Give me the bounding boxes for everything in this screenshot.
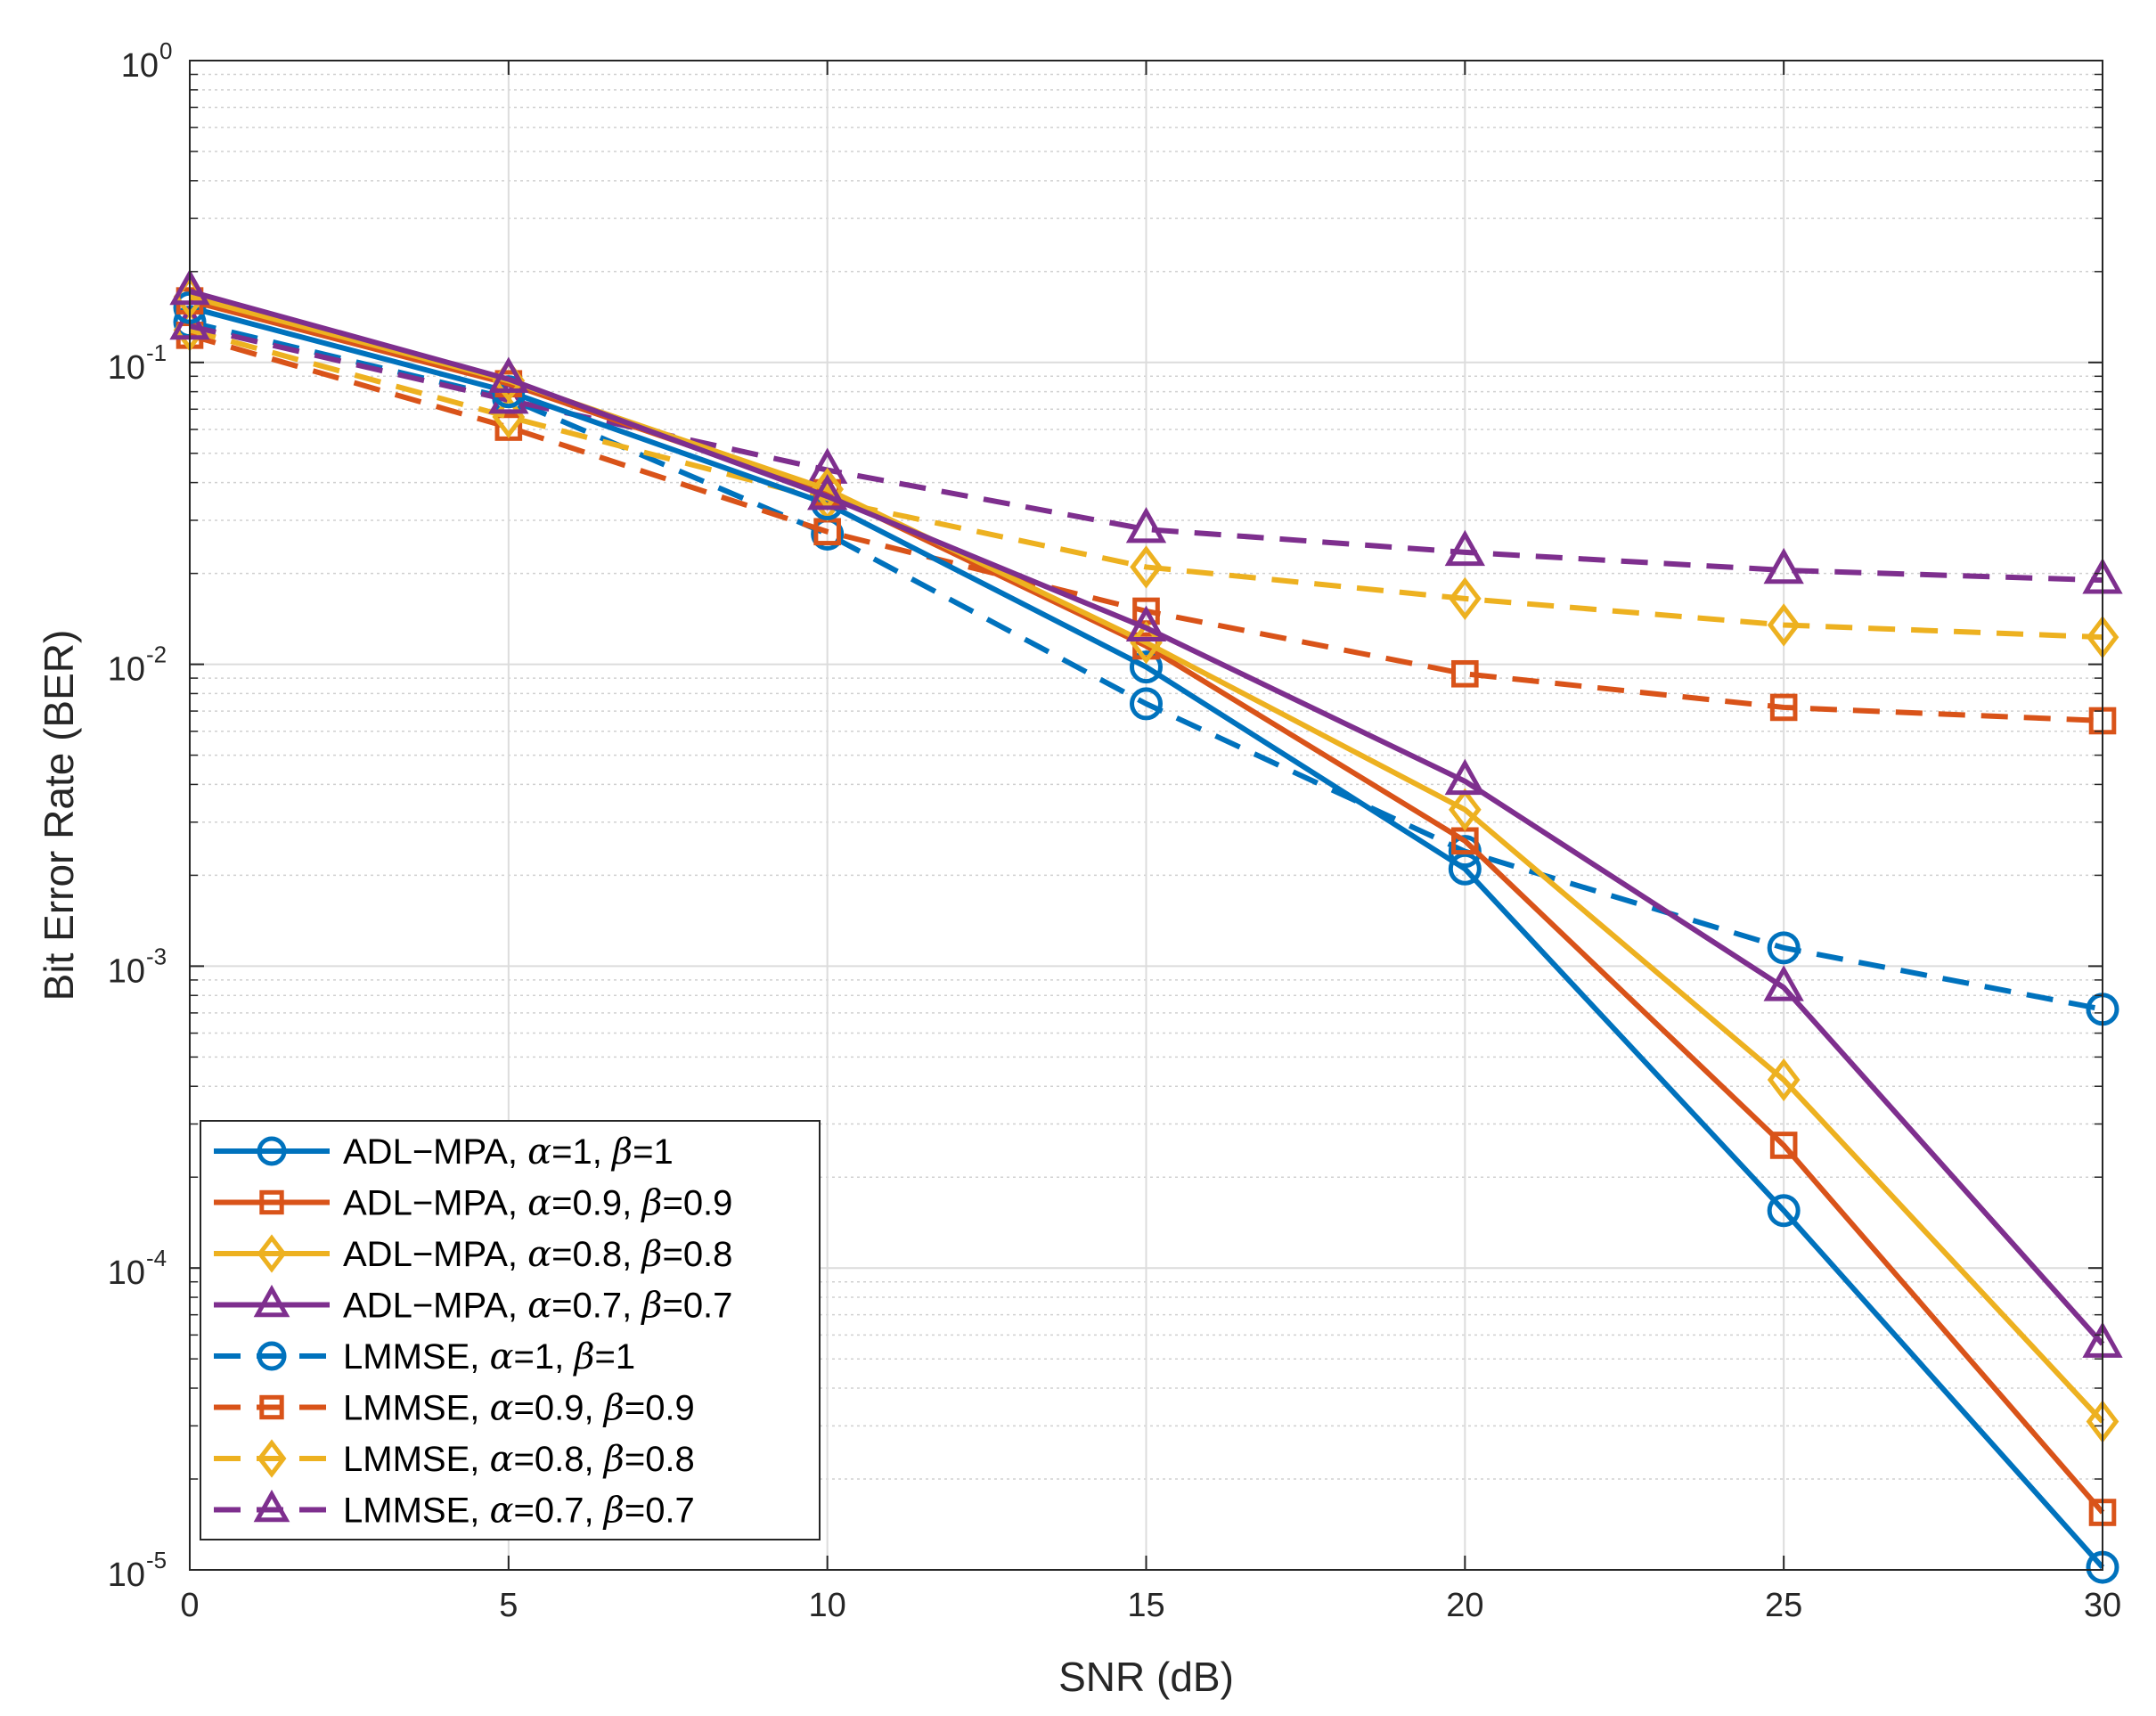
marker-circle	[1767, 931, 1801, 965]
y-tick-base: 10	[108, 1557, 145, 1594]
y-tick-exponent: -1	[146, 339, 167, 366]
marker-triangle	[806, 474, 848, 511]
x-tick-label: 10	[809, 1587, 846, 1624]
legend-entry: LMMSE, α=1, β=1	[214, 1336, 635, 1377]
marker-diamond	[257, 1234, 287, 1273]
x-tick-label: 5	[499, 1587, 518, 1624]
y-tick-label: 10 -3	[108, 943, 167, 990]
legend-label: ADL−MPA, α=0.9, β=0.9	[343, 1183, 732, 1224]
y-tick-base: 10	[108, 651, 145, 689]
legend-entry: ADL−MPA, α=1, β=1	[214, 1132, 674, 1173]
marker-square	[259, 1394, 284, 1420]
marker-circle	[257, 1136, 287, 1166]
legend-label: LMMSE, α=1, β=1	[343, 1336, 635, 1377]
marker-square	[1769, 1132, 1798, 1159]
y-tick-label: 10 -4	[108, 1245, 167, 1292]
marker-triangle	[1763, 547, 1804, 584]
y-tick-base: 10	[108, 1254, 145, 1292]
marker-circle	[1767, 1194, 1801, 1228]
marker-triangle	[488, 356, 529, 393]
series-adlmpa-alpha-07	[169, 268, 2123, 1358]
y-tick-base: 10	[108, 349, 145, 387]
y-tick-exponent: -2	[146, 641, 167, 668]
marker-circle	[1130, 650, 1163, 684]
y-tick-exponent: -5	[146, 1547, 167, 1573]
marker-circle	[1130, 687, 1163, 721]
legend-entry: ADL−MPA, α=0.7, β=0.7	[214, 1284, 732, 1327]
marker-triangle	[253, 1489, 290, 1523]
legend-label: ADL−MPA, α=0.8, β=0.8	[343, 1234, 732, 1275]
y-tick-label: 10 -2	[108, 641, 167, 689]
y-tick-base: 10	[108, 952, 145, 990]
legend-label: LMMSE, α=0.8, β=0.8	[343, 1439, 695, 1480]
series-line	[189, 319, 2103, 1012]
series-layer	[169, 268, 2123, 1584]
marker-square	[494, 413, 523, 441]
y-tick-exponent: -3	[146, 943, 167, 969]
legend-entry: LMMSE, α=0.9, β=0.9	[214, 1388, 695, 1429]
marker-triangle	[1444, 758, 1486, 796]
marker-triangle	[1125, 506, 1167, 543]
legend: ADL−MPA, α=1, β=1 ADL−MPA, α=0.9, β=0.9 AD…	[200, 1120, 821, 1540]
marker-triangle	[253, 1284, 290, 1318]
legend-box	[200, 1120, 821, 1540]
y-tick-base: 10	[121, 47, 159, 85]
marker-square	[1769, 693, 1798, 722]
marker-circle	[1448, 852, 1482, 886]
marker-circle	[257, 1341, 287, 1371]
x-tick-label: 20	[1446, 1587, 1483, 1624]
marker-diamond	[1130, 545, 1163, 589]
x-tick-label: 25	[1765, 1587, 1802, 1624]
marker-diamond	[1448, 576, 1482, 621]
marker-triangle	[1125, 605, 1167, 642]
legend-entry: ADL−MPA, α=0.8, β=0.8	[214, 1234, 732, 1275]
marker-triangle	[1444, 529, 1486, 567]
y-axis-label: Bit Error Rate (BER)	[36, 630, 82, 1001]
marker-triangle	[1763, 965, 1804, 1001]
legend-label: LMMSE, α=0.9, β=0.9	[343, 1388, 695, 1429]
y-tick-label: 10 -5	[108, 1547, 167, 1594]
y-tick-label: 10 -1	[108, 339, 167, 387]
marker-diamond	[1130, 621, 1163, 665]
x-tick-label: 0	[180, 1587, 199, 1624]
legend-entry: ADL−MPA, α=0.9, β=0.9	[214, 1183, 732, 1224]
legend-label: ADL−MPA, α=1, β=1	[343, 1132, 674, 1173]
legend-entry: LMMSE, α=0.7, β=0.7	[214, 1489, 695, 1532]
series-line	[189, 298, 2105, 1515]
marker-diamond	[1767, 1058, 1801, 1102]
marker-square	[1451, 659, 1479, 688]
y-tick-label: 10 0	[121, 37, 173, 85]
y-tick-exponent: -4	[146, 1245, 167, 1271]
x-tick-label: 15	[1127, 1587, 1164, 1624]
marker-diamond	[1448, 788, 1482, 831]
x-tick-label: 30	[2084, 1587, 2121, 1624]
marker-diamond	[257, 1439, 287, 1478]
series-line	[189, 327, 2103, 641]
legend-entry: LMMSE, α=0.8, β=0.8	[214, 1439, 695, 1480]
marker-square	[259, 1189, 284, 1215]
legend-label: ADL−MPA, α=0.7, β=0.7	[343, 1286, 732, 1327]
x-axis-label: SNR (dB)	[1058, 1654, 1234, 1700]
y-tick-exponent: 0	[159, 37, 172, 64]
series-line	[189, 289, 2105, 1346]
marker-diamond	[1767, 603, 1801, 647]
legend-label: LMMSE, α=0.7, β=0.7	[343, 1491, 695, 1532]
